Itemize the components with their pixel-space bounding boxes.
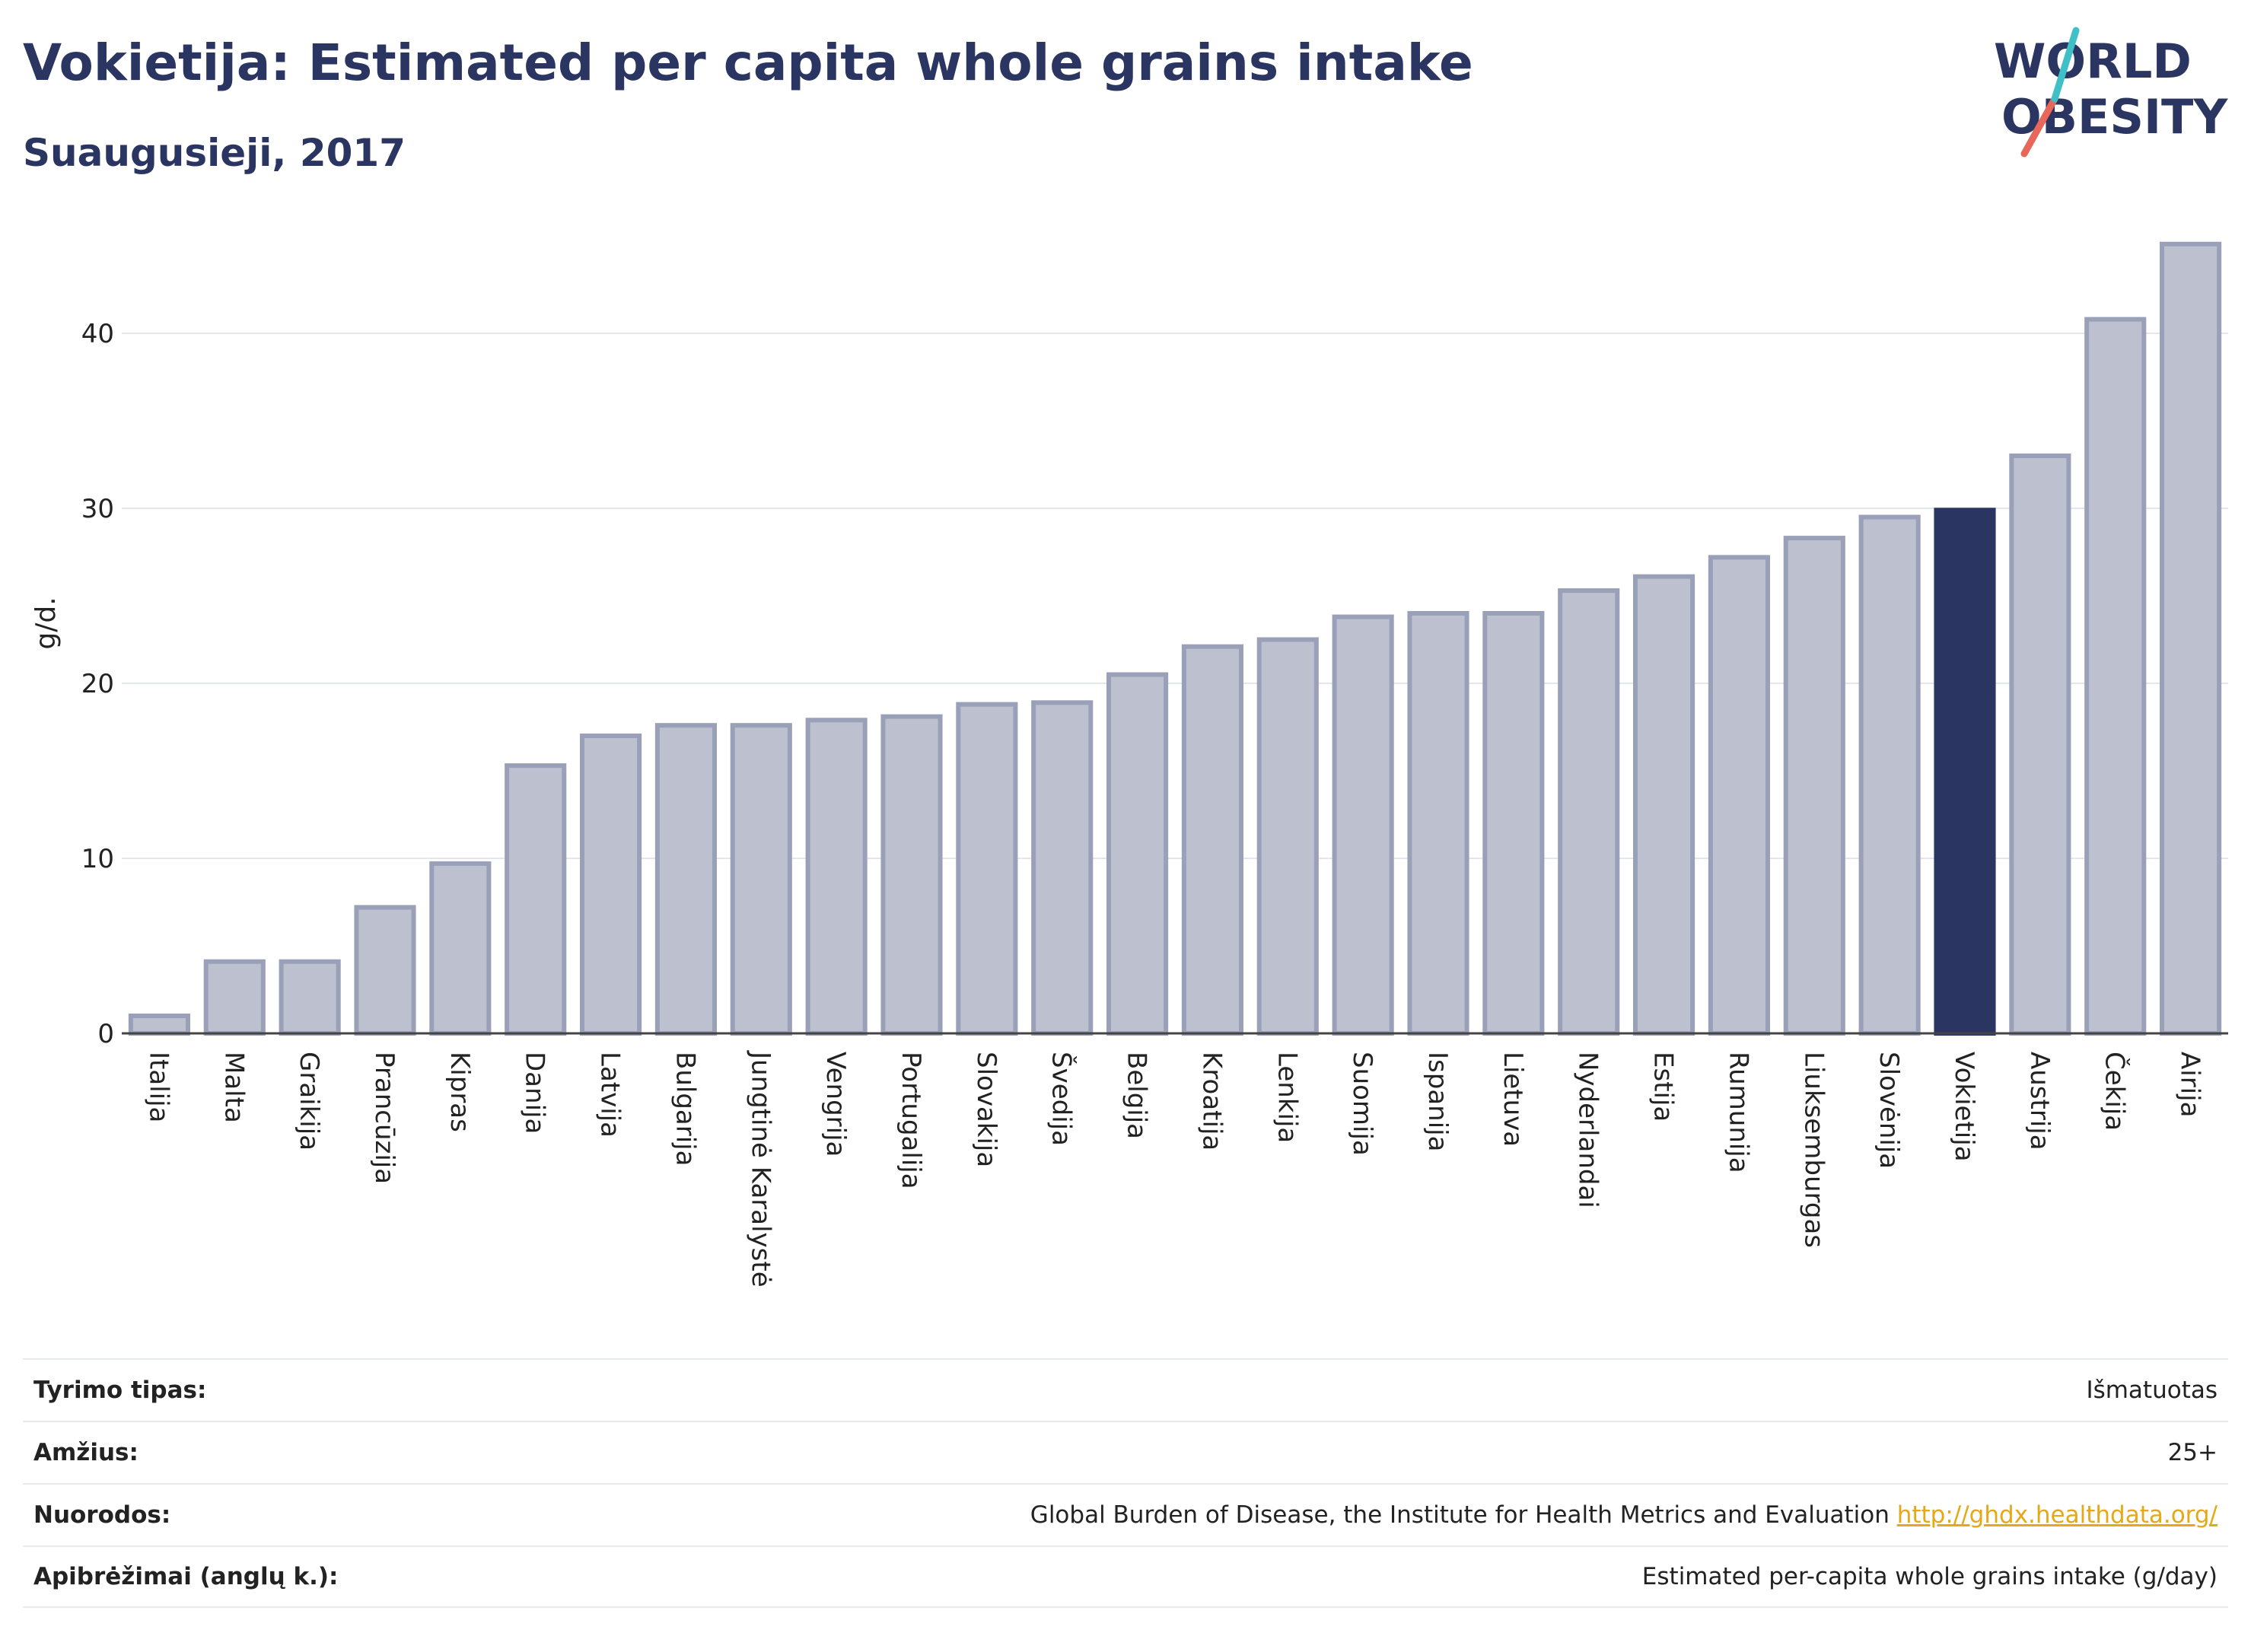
x-category-label: Kipras [444, 1052, 475, 1132]
x-category-label: Vengrija [820, 1052, 851, 1157]
x-category-label: Italija [143, 1052, 174, 1122]
info-row-study-type: Tyrimo tipas: Išmatuotas [23, 1358, 2228, 1421]
bar [1633, 574, 1695, 1036]
x-category-label: Jungtinė Karalystė [745, 1050, 775, 1288]
x-category-label: Lietuva [1498, 1052, 1528, 1147]
info-row-definitions: Apibrėžimai (anglų k.): Estimated per-ca… [23, 1545, 2228, 1608]
info-value: Global Burden of Disease, the Institute … [1030, 1501, 2218, 1529]
info-row-references: Nuorodos: Global Burden of Disease, the … [23, 1483, 2228, 1545]
bar [429, 861, 492, 1036]
world-obesity-logo: WORLD OBESITY [1994, 27, 2228, 158]
info-row-age: Amžius: 25+ [23, 1421, 2228, 1483]
x-category-label: Suomija [1347, 1052, 1377, 1156]
x-category-labels: Italija Malta Graikija Prancūzija Kipras Dani… [143, 1050, 2205, 1288]
bar [279, 959, 341, 1036]
bar [1332, 614, 1394, 1036]
info-table: Tyrimo tipas: Išmatuotas Amžius: 25+ Nuo… [23, 1358, 2228, 1608]
info-value: Estimated per-capita whole grains intake… [1641, 1563, 2218, 1590]
bar [1558, 588, 1620, 1036]
bar [354, 905, 416, 1036]
bar-highlighted [1934, 508, 1996, 1036]
x-category-label: Rumunija [1723, 1052, 1753, 1173]
chart-title: Vokietija: Estimated per capita whole gr… [23, 33, 1473, 92]
bar [880, 714, 943, 1036]
x-category-label: Malta [218, 1052, 249, 1123]
logo-accent-teal [2051, 27, 2080, 103]
bar [1482, 611, 1545, 1036]
x-category-label: Vokietija [1949, 1052, 1979, 1162]
reference-link[interactable]: http://ghdx.healthdata.org/ [1896, 1501, 2218, 1529]
bar [654, 723, 717, 1036]
y-axis-title: g/d. [30, 597, 62, 649]
info-key: Apibrėžimai (anglų k.): [33, 1563, 339, 1590]
x-category-label: Estija [1648, 1052, 1679, 1122]
x-category-label: Airija [2175, 1052, 2205, 1117]
info-value: 25+ [2167, 1439, 2218, 1466]
y-tick-labels: 0 10 20 30 40 [81, 319, 114, 1049]
x-category-label: Čekija [2100, 1052, 2131, 1131]
x-category-label: Ispanija [1422, 1052, 1453, 1151]
info-value: Išmatuotas [2086, 1377, 2218, 1404]
bar [128, 1014, 190, 1036]
info-key: Tyrimo tipas: [33, 1377, 207, 1404]
x-category-label: Portugalija [896, 1052, 926, 1189]
info-key: Nuorodos: [33, 1501, 171, 1529]
logo-line1: WORLD [1994, 33, 2192, 89]
reference-text: Global Burden of Disease, the Institute … [1030, 1501, 1890, 1529]
bar [1708, 555, 1770, 1036]
x-category-label: Slovėnija [1874, 1052, 1904, 1169]
info-key: Amžius: [33, 1439, 138, 1466]
bar [2009, 454, 2071, 1036]
bar [1858, 514, 1921, 1036]
x-category-label: Nyderlandai [1573, 1052, 1603, 1208]
y-tick-label: 10 [81, 844, 114, 874]
bar [2160, 241, 2222, 1036]
x-category-label: Bulgarija [670, 1052, 700, 1166]
bar [1106, 672, 1169, 1036]
bar [956, 702, 1018, 1036]
x-category-label: Prancūzija [369, 1052, 400, 1184]
x-category-label: Latvija [595, 1052, 626, 1138]
bar [580, 734, 642, 1036]
bar [1181, 644, 1243, 1036]
bar [1256, 637, 1319, 1036]
bar [203, 959, 266, 1036]
y-tick-label: 30 [81, 494, 114, 524]
bar [1031, 700, 1094, 1036]
chart-subtitle: Suaugusieji, 2017 [23, 131, 406, 175]
bars [122, 241, 2228, 1036]
y-tick-label: 40 [81, 319, 114, 349]
y-tick-label: 0 [97, 1019, 114, 1049]
y-tick-label: 20 [81, 669, 114, 699]
bar [805, 718, 868, 1036]
bar-chart: 0 10 20 30 40 Italija Malta Graikija Prancūzija… [30, 241, 2228, 1288]
x-category-label: Kroatija [1196, 1052, 1227, 1151]
bar [730, 723, 792, 1036]
x-category-label: Lenkija [1272, 1052, 1302, 1143]
x-category-label: Danija [520, 1052, 550, 1134]
x-category-label: Slovakija [971, 1052, 1001, 1167]
x-category-label: Belgija [1122, 1052, 1152, 1139]
bar [505, 763, 567, 1036]
x-category-label: Liuksemburgas [1798, 1052, 1829, 1248]
x-category-label: Graikija [294, 1052, 324, 1151]
logo-line2: OBESITY [2001, 89, 2228, 145]
bar [1407, 611, 1469, 1036]
bar [1783, 536, 1845, 1036]
x-category-label: Austrija [2024, 1052, 2055, 1151]
bar [2084, 317, 2147, 1036]
x-category-label: Švedija [1046, 1052, 1078, 1146]
logo-accent-red [2020, 95, 2058, 158]
